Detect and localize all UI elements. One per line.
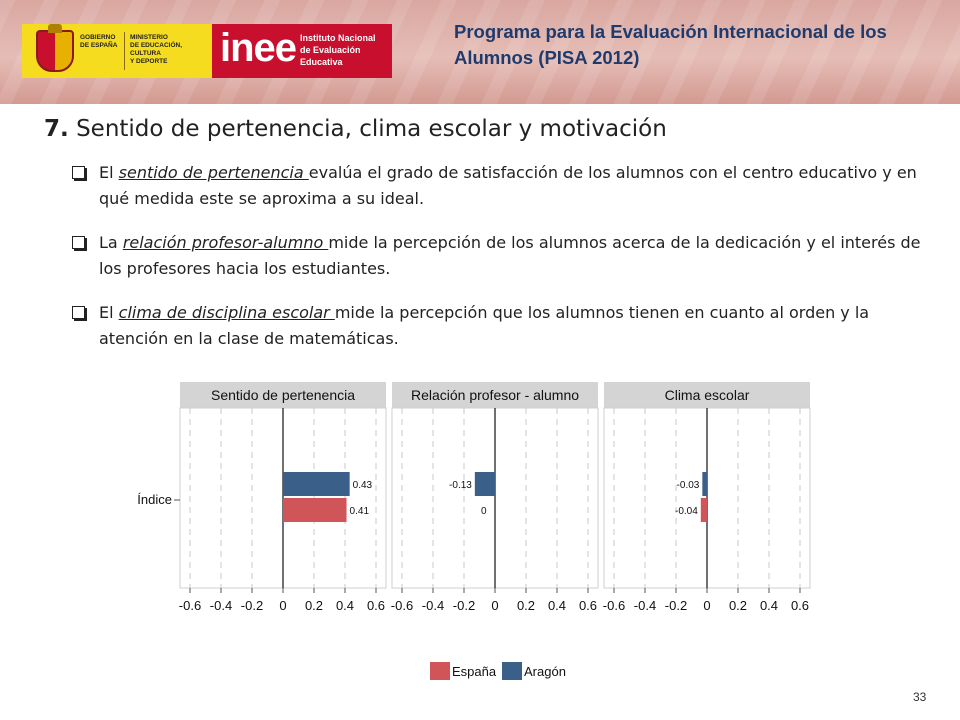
x-tick-label: -0.2 [453,598,475,613]
bullet-text: La [99,233,123,252]
gobierno-logo: GOBIERNO DE ESPAÑA MINISTERIO DE EDUCACI… [22,24,212,78]
inee-wordmark: inee [220,26,297,70]
bullet-text: mide la percepción de los alumnos acerca… [99,233,921,278]
bullet-text: mide la percepción que los alumnos tiene… [99,303,870,348]
bar-espana [283,498,347,522]
x-tick-label: 0.2 [305,598,323,613]
x-tick-label: 0.6 [579,598,597,613]
x-tick-label: -0.4 [634,598,656,613]
x-tick-label: -0.4 [210,598,232,613]
logo-divider [124,32,125,70]
data-label: -0.03 [677,480,700,491]
bar-espana [700,498,707,522]
legend-label: Aragón [524,664,566,679]
data-label: -0.04 [675,506,698,517]
x-tick-label: -0.6 [391,598,413,613]
legend-swatch [430,662,450,680]
legend-swatch [502,662,522,680]
data-label: 0.41 [350,506,370,517]
data-label: -0.13 [449,480,472,491]
x-tick-label: 0 [279,598,286,613]
gov-logo-text: GOBIERNO DE ESPAÑA [80,34,118,49]
checkbox-bullet-icon [72,236,85,249]
bullet-term: sentido de pertenencia [118,163,309,182]
bar-aragon [283,472,350,496]
coat-of-arms-icon [36,24,74,72]
x-tick-label: -0.4 [422,598,444,613]
heading-number: 7. [44,116,69,142]
x-tick-label: 0.6 [791,598,809,613]
x-tick-label: -0.6 [603,598,625,613]
bullet-term: relación profesor-alumno [122,233,329,252]
institution-logos: GOBIERNO DE ESPAÑA MINISTERIO DE EDUCACI… [22,24,392,78]
bar-aragon [474,472,495,496]
panel-title-bar [180,382,386,408]
bullet-text: El [99,163,119,182]
x-tick-label: 0.4 [548,598,566,613]
panel-title: Sentido de pertenencia [211,387,355,403]
bullet-list: El sentido de pertenencia evalúa el grad… [72,160,932,370]
x-tick-label: -0.2 [665,598,687,613]
ministry-text: MINISTERIO DE EDUCACIÓN, CULTURA Y DEPOR… [130,34,183,65]
bullet-sentido-pertenencia: El sentido de pertenencia evalúa el grad… [72,160,932,212]
x-tick-label: 0.4 [760,598,778,613]
x-tick-label: 0.2 [517,598,535,613]
inee-subtitle: Instituto Nacional de Evaluación Educati… [300,33,376,67]
x-tick-label: 0.4 [336,598,354,613]
page-number: 33 [913,690,927,704]
bar-aragon [702,472,707,496]
program-title: Programa para la Evaluación Internaciona… [454,21,887,68]
inee-logo: inee Instituto Nacional de Evaluación Ed… [212,24,392,78]
panel-title-bar [604,382,810,408]
x-tick-label: 0 [703,598,710,613]
x-tick-label: 0 [491,598,498,613]
bullet-clima-disciplina: El clima de disciplina escolar mide la p… [72,300,932,352]
bullet-text: evalúa el grado de satisfacción de los a… [99,163,917,208]
legend-label: España [452,664,497,679]
x-tick-label: -0.6 [179,598,201,613]
data-label: 0.43 [353,480,373,491]
bullet-text: El [99,303,119,322]
category-label: Índice [137,492,172,507]
slide-heading: 7. Sentido de pertenencia, clima escolar… [44,116,667,142]
panel-title: Relación profesor - alumno [411,387,579,403]
slide-header: GOBIERNO DE ESPAÑA MINISTERIO DE EDUCACI… [0,0,960,104]
x-tick-label: 0.2 [729,598,747,613]
heading-title: Sentido de pertenencia, clima escolar y … [76,116,667,142]
bullet-term: clima de disciplina escolar [118,303,335,322]
checkbox-bullet-icon [72,166,85,179]
checkbox-bullet-icon [72,306,85,319]
pisa-index-chart: Sentido de pertenencia 0.43 0.41 -0.6 -0.4 -0… [137,382,811,680]
x-tick-label: -0.2 [241,598,263,613]
panel-title-bar [392,382,598,408]
bullet-relacion-profesor-alumno: La relación profesor-alumno mide la perc… [72,230,932,282]
x-tick-label: 0.6 [367,598,385,613]
data-label: 0 [481,506,487,517]
panel-title: Clima escolar [665,387,750,403]
